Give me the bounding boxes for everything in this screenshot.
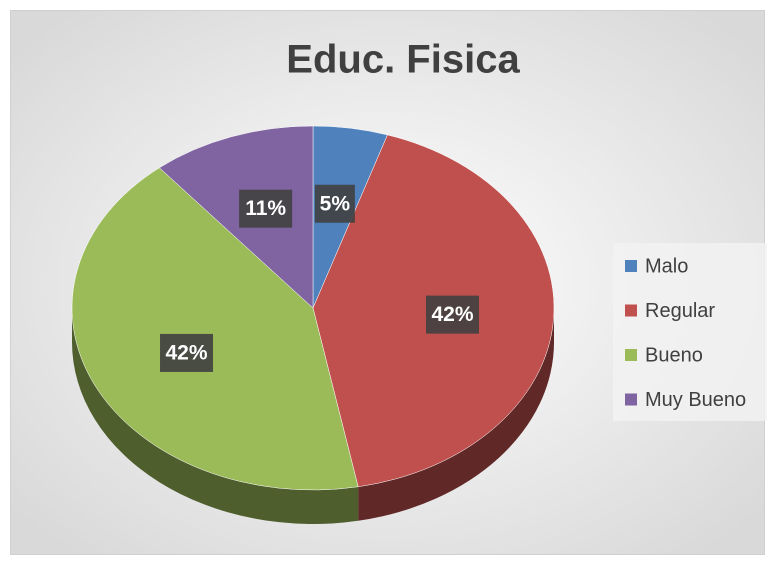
legend-swatch: [625, 260, 637, 272]
data-label-box: [314, 184, 355, 223]
legend-swatch: [625, 393, 637, 406]
data-label-box: [426, 295, 480, 334]
slice-side: [72, 308, 359, 525]
data-label-box: [160, 333, 214, 372]
data-label: 11%: [245, 197, 286, 220]
legend-swatch: [625, 349, 637, 361]
slice: [158, 125, 314, 309]
legend-box: [613, 243, 767, 421]
data-label: 42%: [166, 341, 208, 364]
legend-swatch: [625, 304, 637, 317]
chart-title: Educ. Fisica: [286, 38, 520, 82]
slice: [71, 167, 359, 491]
data-label: 42%: [431, 303, 473, 326]
slice-side: [358, 308, 554, 521]
legend-label: Bueno: [645, 344, 703, 366]
legend-label: Muy Bueno: [645, 389, 746, 411]
legend-label: Malo: [645, 255, 688, 277]
legend-label: Regular: [645, 300, 715, 322]
data-label: 5%: [320, 192, 351, 215]
data-label-box: [239, 189, 293, 228]
